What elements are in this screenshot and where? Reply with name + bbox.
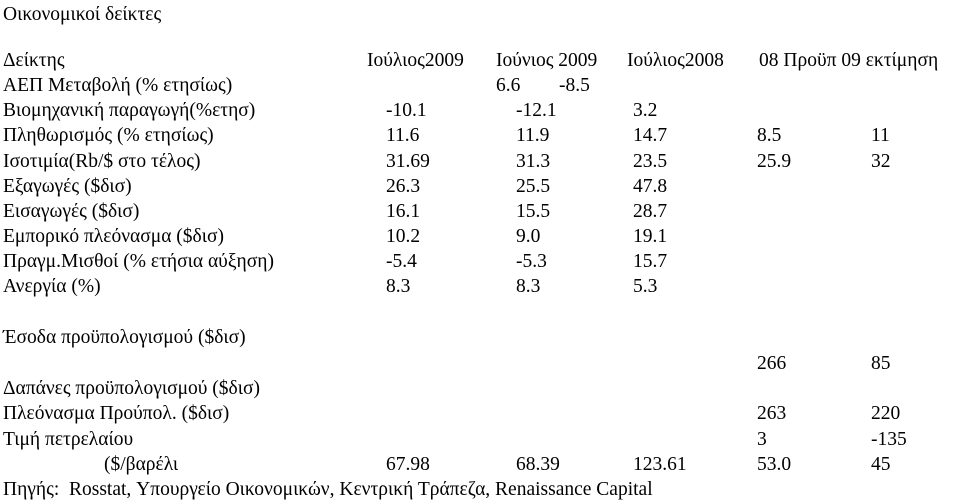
header-july-2009: Ιούλιος2009 <box>367 50 464 71</box>
cell-value: 8.3 <box>516 276 541 297</box>
cell-value: 85 <box>871 353 891 374</box>
cell-value: 10.2 <box>386 226 421 247</box>
cell-value: 26.3 <box>386 176 421 197</box>
cell-value: 28.7 <box>633 201 668 222</box>
cell-value: 32 <box>871 151 891 172</box>
cell-value: 9.0 <box>516 226 541 247</box>
row-label: Ισοτιμία(Rb/$ στο τέλος) <box>3 151 201 172</box>
row-label: ΑΕΠ Μεταβολή (% ετησίως) <box>3 75 233 96</box>
cell-value: 3.2 <box>633 100 658 121</box>
cell-value: 68.39 <box>516 454 560 475</box>
cell-value: -5.3 <box>516 251 547 272</box>
cell-value: 31.3 <box>516 151 551 172</box>
row-label: Έσοδα προϋπολογισμού ($δισ) <box>3 327 246 348</box>
cell-value: -12.1 <box>516 100 557 121</box>
cell-value: 23.5 <box>633 151 668 172</box>
cell-value: 123.61 <box>633 454 687 475</box>
cell-value: 19.1 <box>633 226 668 247</box>
cell-value: 25.5 <box>516 176 551 197</box>
row-label: Τιμή πετρελαίου <box>3 429 134 450</box>
source-note: Πηγής: Rosstat, Υπουργείο Οικονομικών, Κ… <box>3 479 653 500</box>
header-budget-estimate: 08 Προϋπ 09 εκτίμηση <box>759 50 939 71</box>
header-june-2009: Ιούνιος 2009 <box>496 50 598 71</box>
row-label: Δαπάνες προϋπολογισμού ($δισ) <box>3 378 260 399</box>
cell-value: 11.6 <box>386 125 420 146</box>
row-label: ($/βαρέλι <box>104 454 179 475</box>
cell-value: 11.9 <box>516 125 550 146</box>
header-indicator: Δείκτης <box>3 50 65 71</box>
cell-value: 3 <box>757 429 767 450</box>
cell-value: 266 <box>757 353 787 374</box>
cell-value: -135 <box>871 429 907 450</box>
cell-value: -10.1 <box>386 100 427 121</box>
cell-value: 8.5 <box>757 125 782 146</box>
cell-value: -5.4 <box>386 251 417 272</box>
cell-value: 14.7 <box>633 125 668 146</box>
row-label: Βιομηχανική παραγωγή(%ετησ) <box>3 100 256 121</box>
cell-value: 31.69 <box>386 151 430 172</box>
cell-value: 16.1 <box>386 201 421 222</box>
cell-value: 5.3 <box>633 276 658 297</box>
row-label: Ανεργία (%) <box>3 276 101 297</box>
cell-value: 45 <box>871 454 891 475</box>
cell-value: 8.3 <box>386 276 411 297</box>
cell-value: 25.9 <box>757 151 792 172</box>
document-title: Οικονομικοί δείκτες <box>3 4 162 25</box>
row-label: Εμπορικό πλεόνασμα ($δισ) <box>3 226 224 247</box>
row-label: Εισαγωγές ($δισ) <box>3 201 140 222</box>
cell-value: 11 <box>871 125 890 146</box>
cell-value: -8.5 <box>559 75 590 96</box>
cell-value: 6.6 <box>496 75 521 96</box>
cell-value: 47.8 <box>633 176 668 197</box>
row-label: Πληθωρισμός (% ετησίως) <box>3 125 214 146</box>
cell-value: 53.0 <box>757 454 792 475</box>
cell-value: 67.98 <box>386 454 430 475</box>
cell-value: 15.5 <box>516 201 551 222</box>
row-label: Εξαγωγές ($δισ) <box>3 176 132 197</box>
cell-value: 263 <box>757 403 787 424</box>
cell-value: 220 <box>871 403 901 424</box>
row-label: Πλεόνασμα Προύπολ. ($δισ) <box>3 403 230 424</box>
cell-value: 15.7 <box>633 251 668 272</box>
header-july-2008: Ιούλιος2008 <box>627 50 724 71</box>
row-label: Πραγμ.Μισθοί (% ετήσια αύξηση) <box>3 251 274 272</box>
